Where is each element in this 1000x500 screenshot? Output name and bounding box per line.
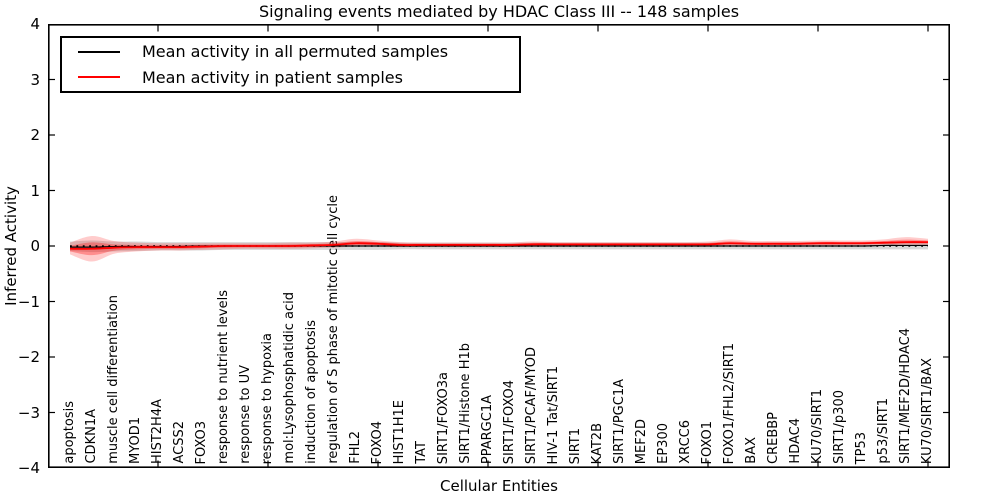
y-tick-label: 2 [30,126,40,144]
y-tick-label: −1 [17,292,40,311]
legend-line-patient-icon [78,76,120,79]
y-tick-label: 1 [30,181,40,200]
y-tick-label: 4 [30,15,40,33]
y-tick-label: −2 [17,348,40,366]
legend-label-permuted: Mean activity in all permuted samples [142,42,449,62]
legend-label-patient: Mean activity in patient samples [142,67,403,87]
y-tick-label: 0 [30,237,40,255]
y-tick-label: −4 [17,459,40,477]
plot-area: apoptosis CDKN1A muscle cell differentiati… [48,24,950,468]
legend-item-patient: Mean activity in patient samples [78,65,519,89]
legend-item-permuted: Mean activity in all permuted samples [78,40,519,64]
chart-canvas [48,24,950,468]
y-tick-label: 3 [30,70,40,89]
y-tick-label: −3 [17,403,40,422]
legend: Mean activity in all permuted samples Me… [60,36,521,93]
x-axis-title: Cellular Entities [440,477,558,495]
legend-line-permuted-icon [78,50,120,53]
chart-title: Signaling events mediated by HDAC Class … [258,2,740,21]
